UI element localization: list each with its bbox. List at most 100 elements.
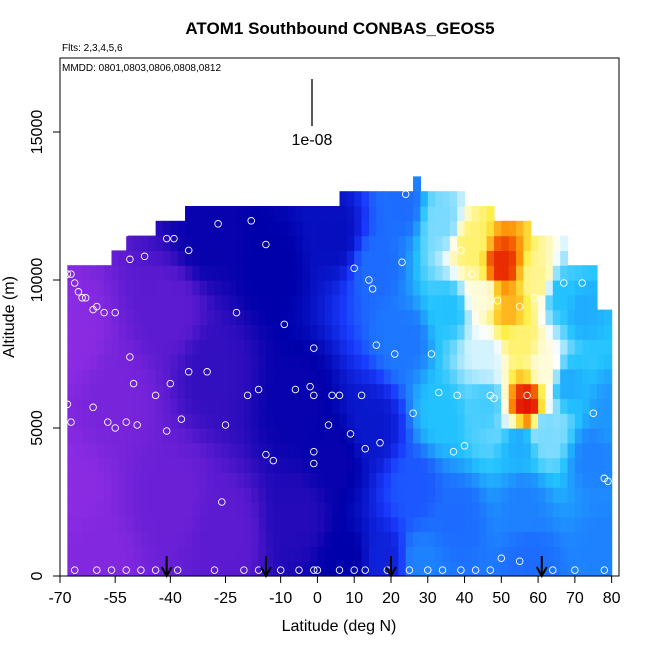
heatmap-cell (449, 516, 458, 533)
heatmap-cell (449, 294, 458, 311)
heatmap-cell (493, 339, 502, 355)
heatmap-cell (479, 413, 488, 429)
sample-point (571, 566, 579, 574)
heatmap-cell (376, 546, 385, 562)
heatmap-cell (126, 324, 135, 340)
heatmap-cell (376, 191, 385, 207)
heatmap-cell (221, 561, 230, 577)
heatmap-cell (560, 383, 569, 399)
heatmap-cell (516, 428, 524, 444)
heatmap-cell (302, 561, 311, 577)
heatmap-cell (530, 516, 539, 533)
heatmap-cell (155, 487, 164, 503)
heatmap-cell (435, 220, 444, 237)
heatmap-cell (251, 368, 260, 385)
heatmap-cell (273, 457, 282, 473)
heatmap-cell (530, 487, 539, 503)
heatmap-cell (317, 265, 326, 281)
heatmap-cell (207, 442, 216, 459)
heatmap-cell (229, 265, 238, 281)
heatmap-cell (273, 383, 282, 399)
heatmap-cell (251, 487, 260, 503)
sample-point (63, 400, 72, 409)
heatmap-cell (155, 398, 164, 414)
heatmap-cell (560, 250, 569, 266)
heatmap-cell (574, 516, 583, 533)
heatmap-cell (199, 280, 208, 296)
heatmap-cell (457, 220, 466, 237)
heatmap-cell (361, 428, 370, 444)
heatmap-cell (258, 398, 267, 414)
heatmap-cell (288, 206, 296, 222)
heatmap-cell (589, 502, 598, 518)
heatmap-cell (170, 324, 179, 340)
heatmap-cell (89, 442, 98, 459)
heatmap-cell (221, 339, 230, 355)
heatmap-cell (96, 265, 105, 281)
heatmap-cell (214, 206, 223, 222)
heatmap-cell (133, 531, 142, 547)
heatmap-cell (199, 502, 208, 518)
heatmap-cell (192, 339, 201, 355)
sample-point (254, 385, 263, 394)
heatmap-cell (317, 354, 326, 370)
heatmap-cell (148, 309, 157, 325)
heatmap-cell (273, 442, 282, 459)
heatmap-cell (133, 324, 142, 340)
heatmap-cell (324, 324, 333, 340)
heatmap-cell (442, 324, 451, 340)
heatmap-cell (523, 428, 532, 444)
heatmap-cell (288, 220, 296, 237)
heatmap-cell (560, 428, 569, 444)
heatmap-cell (449, 383, 458, 399)
heatmap-cell (413, 413, 422, 429)
heatmap-cell (133, 339, 142, 355)
heatmap-cell (185, 502, 193, 518)
heatmap-cell (89, 546, 98, 562)
heatmap-cell (516, 531, 524, 547)
heatmap-cell (596, 339, 605, 355)
heatmap-cell (82, 472, 91, 488)
heatmap-cell (405, 280, 414, 296)
heatmap-cell (229, 324, 238, 340)
heatmap-cell (493, 383, 502, 399)
heatmap-cell (435, 339, 444, 355)
heatmap-cell (567, 324, 576, 340)
heatmap-cell (486, 368, 495, 385)
heatmap-cell (118, 265, 127, 281)
heatmap-cell (295, 280, 304, 296)
heatmap-cell (560, 472, 569, 488)
heatmap-cell (545, 235, 554, 251)
heatmap-cell (155, 265, 164, 281)
heatmap-cell (74, 531, 83, 547)
heatmap-cell (317, 457, 326, 473)
heatmap-cell (207, 324, 216, 340)
heatmap-cell (538, 516, 547, 533)
heatmap-cell (221, 235, 230, 251)
heatmap-cell (214, 280, 223, 296)
heatmap-cell (383, 206, 392, 222)
heatmap-cell (346, 531, 355, 547)
heatmap-cell (295, 531, 304, 547)
heatmap-cell (604, 561, 613, 577)
heatmap-cell (538, 428, 547, 444)
heatmap-cell (413, 368, 422, 385)
heatmap-cell (471, 206, 480, 222)
heatmap-cell (552, 265, 561, 281)
heatmap-cell (604, 383, 613, 399)
heatmap-cell (567, 413, 576, 429)
heatmap-cell (162, 294, 171, 311)
heatmap-cell (398, 354, 407, 370)
scale-bar: 1e-08 (292, 79, 333, 149)
heatmap-cell (493, 546, 502, 562)
heatmap-cell (420, 250, 429, 266)
heatmap-cell (236, 398, 245, 414)
heatmap-cell (104, 442, 113, 459)
heatmap-cell (67, 546, 76, 562)
sample-point (471, 566, 480, 574)
heatmap-cell (435, 383, 444, 399)
heatmap-cell (265, 546, 274, 562)
heatmap-cell (479, 546, 488, 562)
heatmap-cell (162, 339, 171, 355)
heatmap-cell (251, 502, 260, 518)
